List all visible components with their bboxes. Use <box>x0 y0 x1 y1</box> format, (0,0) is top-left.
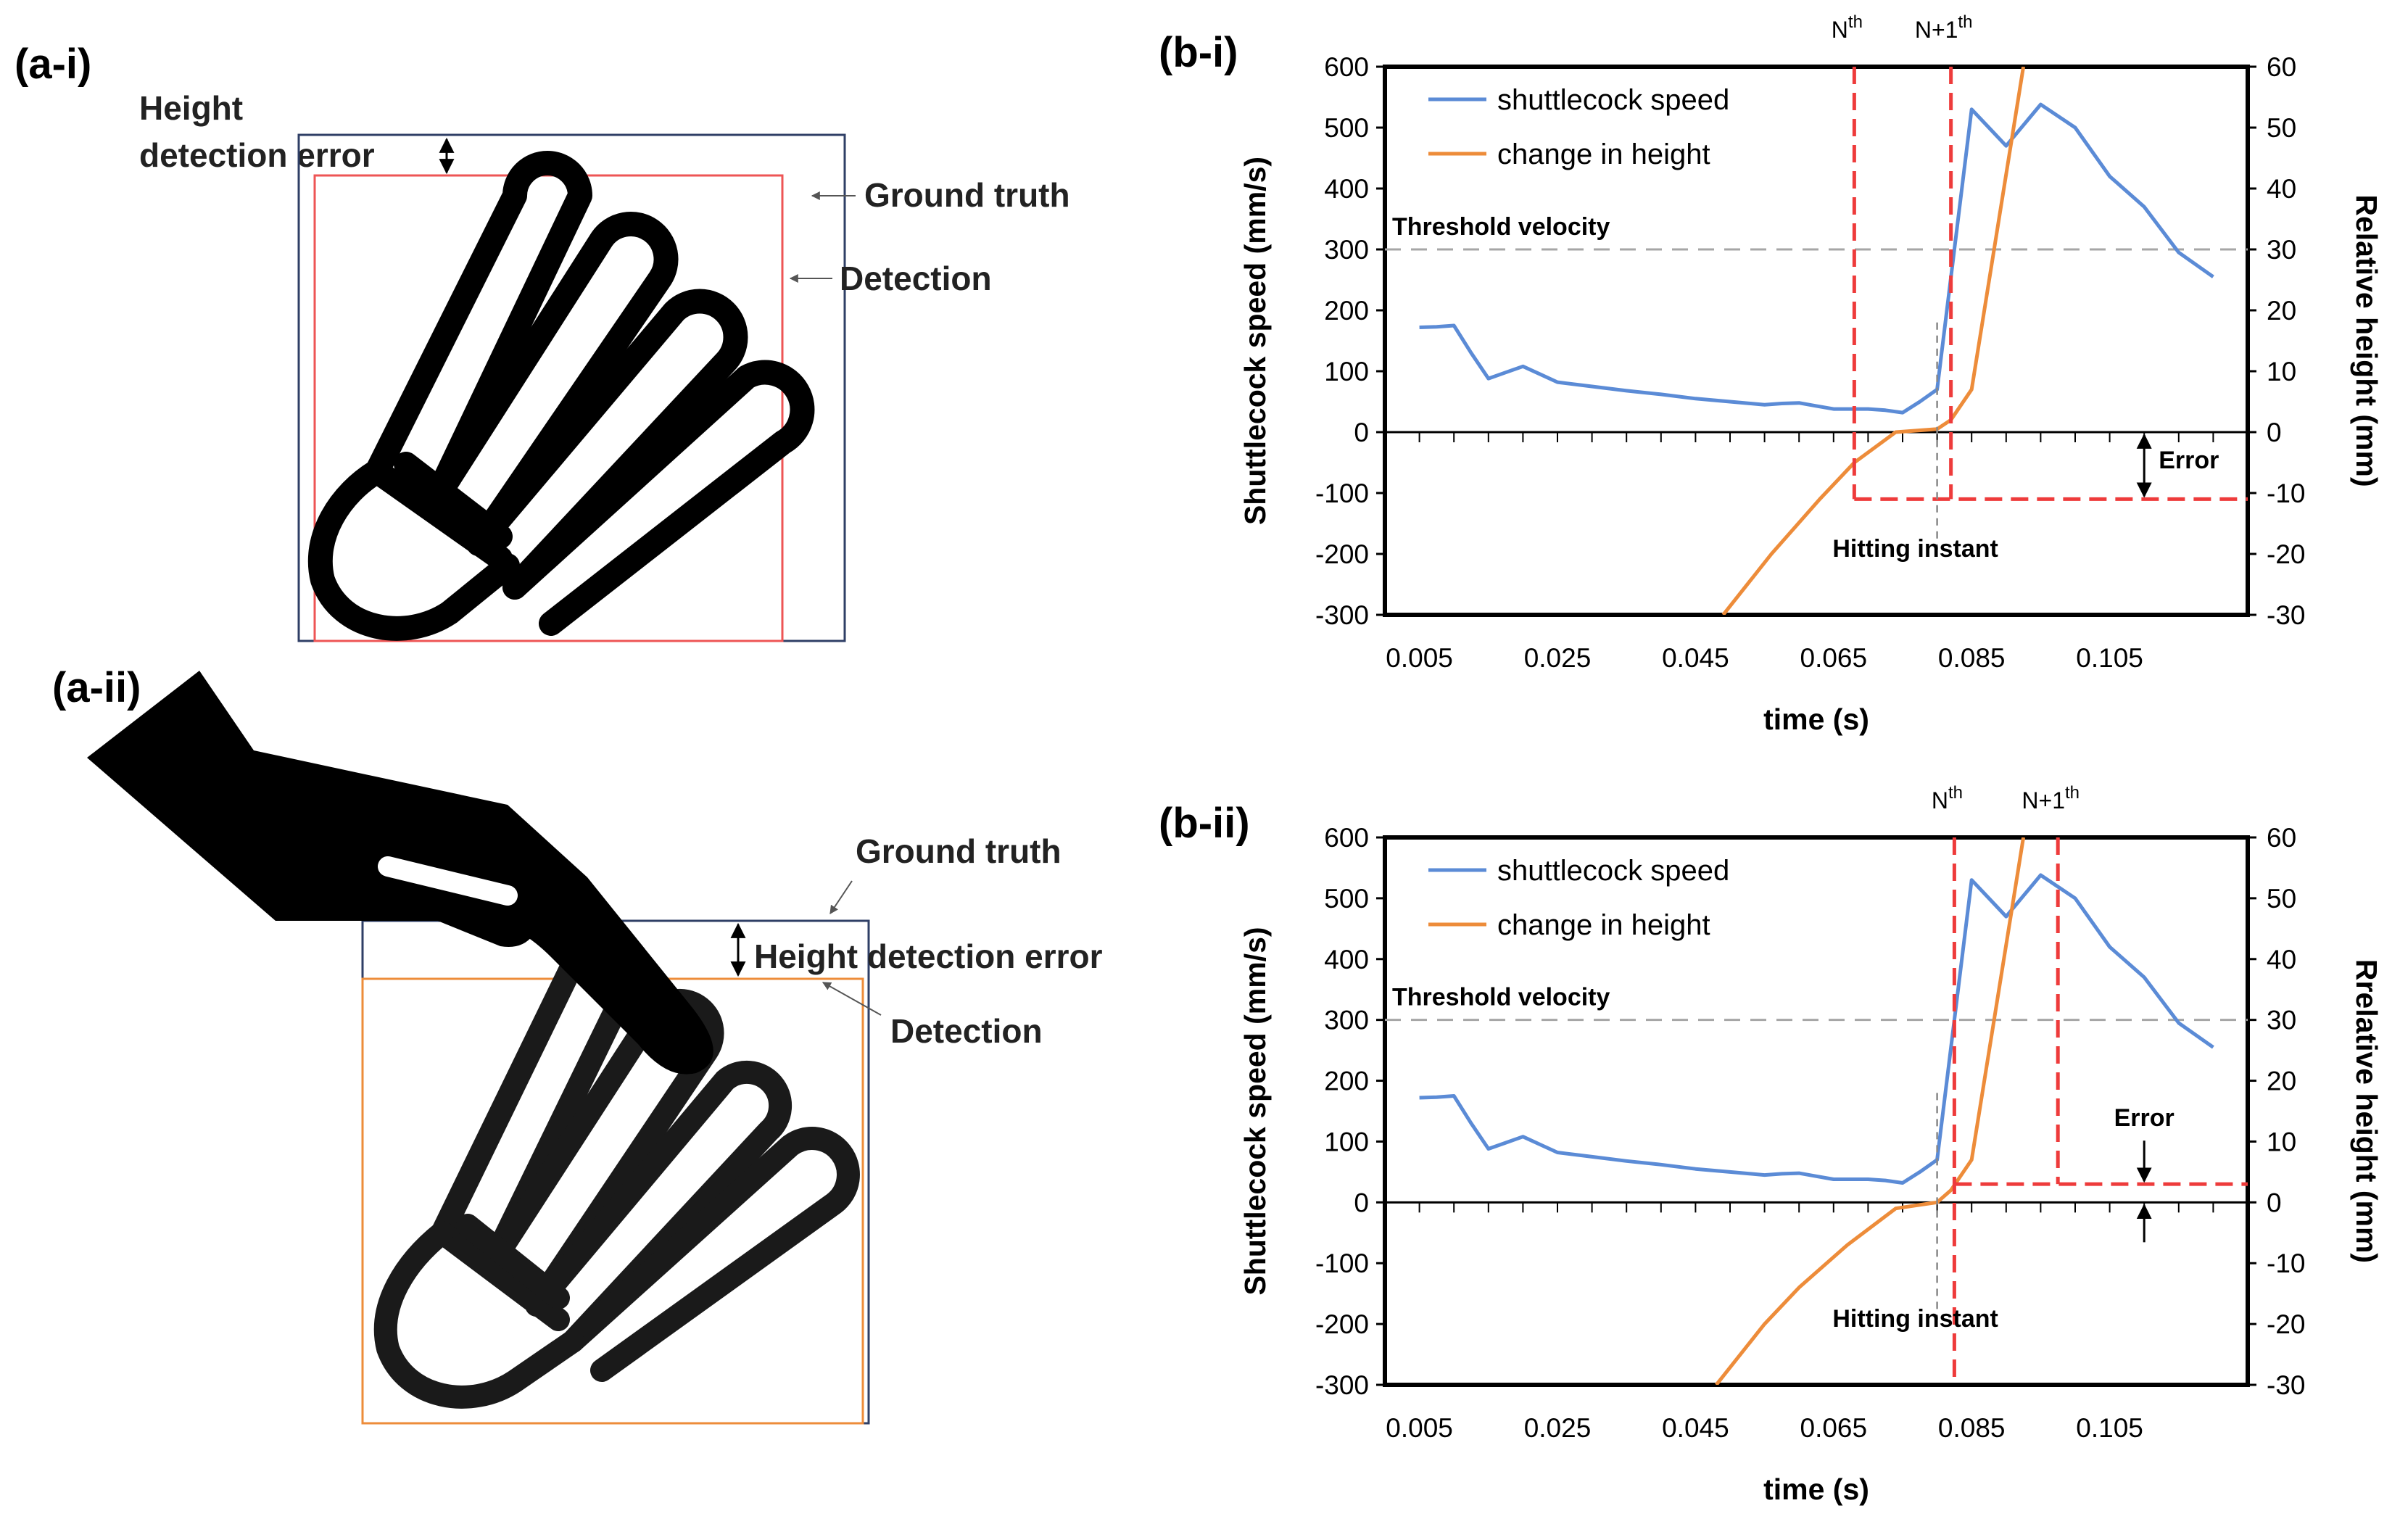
threshold-label: Threshold velocity <box>1392 213 1610 241</box>
ground-truth-label: Ground truth <box>864 176 1070 214</box>
ground-truth-label-ii: Ground truth <box>856 832 1062 870</box>
y2-tick-label: -10 <box>2267 1249 2305 1278</box>
speed-series-line <box>1419 102 2214 415</box>
y2-tick-label: 40 <box>2267 174 2296 204</box>
y2-tick-label: 10 <box>2267 1127 2296 1156</box>
x-tick-label: 0.045 <box>1662 643 1729 673</box>
speed-series-line <box>1419 873 2214 1185</box>
y2-tick-label: 30 <box>2267 235 2296 265</box>
panel-a-ii: (a-ii) Ground truth Height detection err… <box>52 664 1103 1425</box>
legend-speed-label: shuttlecock speed <box>1497 84 1729 116</box>
y-tick-label: 600 <box>1324 52 1369 82</box>
y2-tick-label: -30 <box>2267 1370 2305 1400</box>
n1-label: N+1th <box>2022 783 2080 814</box>
y-tick-label: -200 <box>1315 1309 1369 1339</box>
y2-tick-label: 50 <box>2267 884 2296 914</box>
y-tick-label: -100 <box>1315 1249 1369 1278</box>
n1-label: N+1th <box>1915 12 1973 43</box>
legend-speed-label: shuttlecock speed <box>1497 855 1729 887</box>
y2-tick-label: 60 <box>2267 823 2296 853</box>
y2-tick-label: -30 <box>2267 600 2305 630</box>
y-tick-label: -300 <box>1315 600 1369 630</box>
y-tick-label: 400 <box>1324 945 1369 974</box>
x-tick-label: 0.085 <box>1938 1413 2006 1443</box>
y2-tick-label: 0 <box>2267 1188 2282 1217</box>
y2-tick-label: -20 <box>2267 1309 2305 1339</box>
y2-tick-label: 20 <box>2267 296 2296 326</box>
y2-tick-label: 0 <box>2267 418 2282 447</box>
y2-tick-label: -20 <box>2267 539 2305 569</box>
y2-tick-label: 60 <box>2267 52 2296 82</box>
x-tick-label: 0.025 <box>1524 1413 1592 1443</box>
threshold-label: Threshold velocity <box>1392 984 1610 1011</box>
panel-label-b-i: (b-i) <box>1159 29 1238 76</box>
y-tick-label: 500 <box>1324 113 1369 143</box>
legend-height-label: change in height <box>1497 909 1710 941</box>
y2-tick-label: -10 <box>2267 479 2305 508</box>
y-tick-label: -300 <box>1315 1370 1369 1400</box>
chart-b-ii: (b-ii)Threshold velocity-300-200-1000100… <box>1159 783 2383 1506</box>
error-label: Error <box>2114 1104 2175 1132</box>
panel-label-a-i: (a-i) <box>15 41 91 88</box>
y2-tick-label: 40 <box>2267 945 2296 974</box>
y-tick-label: 0 <box>1354 418 1369 447</box>
height-error-label-line2: detection error <box>139 136 375 174</box>
detection-label: Detection <box>840 260 992 297</box>
chart-b-i: (b-i)Threshold velocity-300-200-10001002… <box>1159 12 2383 736</box>
y-tick-label: 600 <box>1324 823 1369 853</box>
x-tick-label: 0.085 <box>1938 643 2006 673</box>
x-axis-title: time (s) <box>1763 703 1869 736</box>
x-tick-label: 0.025 <box>1524 643 1592 673</box>
shuttlecock-icon <box>307 151 815 641</box>
x-tick-label: 0.005 <box>1386 1413 1453 1443</box>
plot-frame <box>1383 65 2250 617</box>
y-tick-label: 400 <box>1324 174 1369 204</box>
y-axis-title: Shuttlecock speed (mm/s) <box>1238 927 1272 1295</box>
y2-tick-label: 20 <box>2267 1067 2296 1096</box>
y2-axis-title: Rrelative height (mm) <box>2350 959 2383 1263</box>
y-tick-label: -100 <box>1315 479 1369 508</box>
y-tick-label: 200 <box>1324 296 1369 326</box>
y-axis-title: Shuttlecock speed (mm/s) <box>1238 157 1272 525</box>
y-tick-label: 300 <box>1324 235 1369 265</box>
y2-tick-label: 10 <box>2267 357 2296 386</box>
legend-height-label: change in height <box>1497 138 1710 170</box>
x-tick-label: 0.105 <box>2076 1413 2143 1443</box>
height-series-line <box>1715 837 2026 1385</box>
detection-pointer-ii <box>822 982 882 1016</box>
y-tick-label: 200 <box>1324 1067 1369 1096</box>
panel-label-a-ii: (a-ii) <box>52 664 141 711</box>
hand-icon <box>87 671 713 1075</box>
height-series-line <box>1721 67 2026 615</box>
height-error-label-line1: Height <box>139 89 243 127</box>
y-tick-label: 100 <box>1324 357 1369 386</box>
panel-label-b-ii: (b-ii) <box>1159 800 1250 847</box>
y-tick-label: 500 <box>1324 884 1369 914</box>
x-tick-label: 0.065 <box>1800 1413 1868 1443</box>
panel-a-i: (a-i) Height detection error Ground trut… <box>15 41 1070 642</box>
x-tick-label: 0.105 <box>2076 643 2143 673</box>
x-axis-title: time (s) <box>1763 1473 1869 1506</box>
hitting-instant-label: Hitting instant <box>1832 535 1998 563</box>
y-tick-label: -200 <box>1315 539 1369 569</box>
nth-label: Nth <box>1832 12 1863 43</box>
y-tick-label: 100 <box>1324 1127 1369 1156</box>
y2-tick-label: 30 <box>2267 1006 2296 1035</box>
x-tick-label: 0.005 <box>1386 643 1453 673</box>
x-tick-label: 0.045 <box>1662 1413 1729 1443</box>
y-tick-label: 300 <box>1324 1006 1369 1035</box>
y2-tick-label: 50 <box>2267 113 2296 143</box>
y-tick-label: 0 <box>1354 1188 1369 1217</box>
plot-frame <box>1383 835 2250 1387</box>
ground-truth-pointer-ii <box>829 880 853 914</box>
error-label: Error <box>2159 447 2219 474</box>
hitting-instant-label: Hitting instant <box>1832 1305 1998 1333</box>
y2-axis-title: Relative height (mm) <box>2350 194 2383 487</box>
height-error-label-ii: Height detection error <box>754 937 1103 975</box>
nth-label: Nth <box>1932 783 1963 814</box>
x-tick-label: 0.065 <box>1800 643 1868 673</box>
detection-label-ii: Detection <box>890 1012 1043 1050</box>
